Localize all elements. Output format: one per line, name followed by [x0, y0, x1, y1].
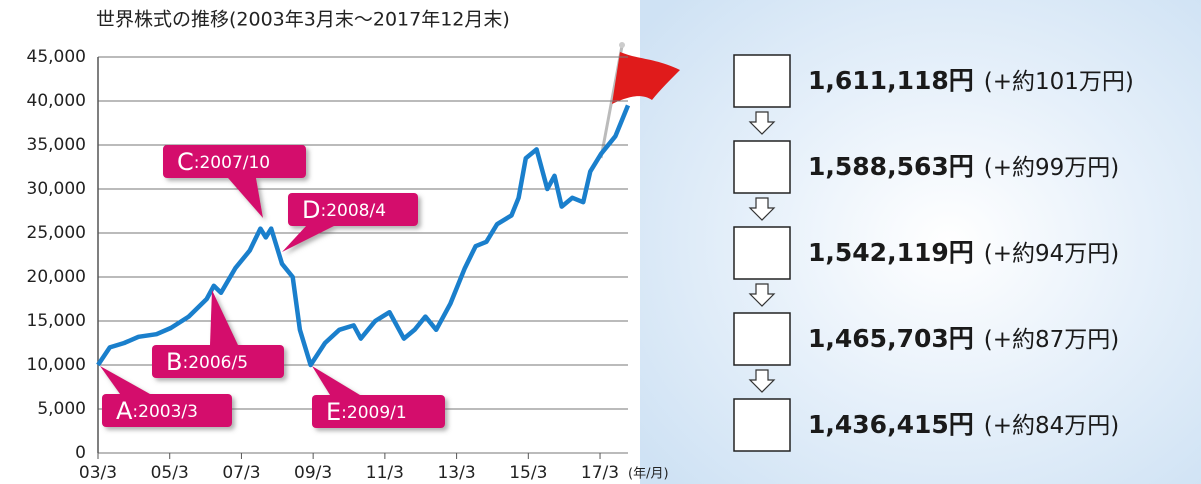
- callout-letter: E: [326, 398, 341, 426]
- callout-letter: A: [116, 397, 133, 425]
- callout-label: B:2006/5: [166, 348, 248, 376]
- result-amount: 1,436,415円: [808, 410, 974, 439]
- callout-label: A:2003/3: [116, 397, 198, 425]
- result-box: [733, 54, 791, 108]
- y-tick-label: 0: [75, 443, 86, 463]
- callout-label: C:2007/10: [177, 148, 270, 176]
- callout: [312, 366, 445, 428]
- result-box: [733, 312, 791, 366]
- result-note: (+約87万円): [984, 327, 1119, 353]
- x-tick-label: 13/3: [437, 463, 475, 483]
- callout-letter: B: [166, 348, 182, 376]
- y-tick-label: 15,000: [27, 311, 86, 331]
- result-box: [733, 226, 791, 280]
- callout: [152, 290, 284, 378]
- chart-title: 世界株式の推移(2003年3月末〜2017年12月末): [96, 9, 510, 31]
- result-text: 1,465,703円 (+約87万円): [808, 324, 1119, 353]
- x-tick-label: 17/3: [581, 463, 619, 483]
- y-tick-label: 35,000: [27, 135, 86, 155]
- result-note: (+約101万円): [984, 69, 1134, 95]
- callout-label: E:2009/1: [326, 398, 407, 426]
- callout-box: [102, 394, 232, 427]
- callout-box: [312, 395, 445, 428]
- callout: [282, 193, 418, 252]
- data-line: [96, 104, 631, 368]
- result-amount: 1,465,703円: [808, 324, 974, 353]
- callout-date: :2006/5: [182, 353, 248, 373]
- callout-box: [288, 193, 418, 226]
- flag: [599, 42, 680, 159]
- callout-box: [152, 345, 284, 378]
- callout-date: :2003/3: [132, 402, 198, 422]
- callout-pointer: [228, 178, 263, 218]
- x-tick-label: 09/3: [294, 463, 332, 483]
- y-tick-label: 5,000: [37, 399, 86, 419]
- y-tick-label: 10,000: [27, 355, 86, 375]
- callout: [100, 366, 232, 427]
- result-note: (+約99万円): [984, 155, 1119, 181]
- result-note: (+約84万円): [984, 413, 1119, 439]
- x-tick-label: 05/3: [151, 463, 189, 483]
- callout-date: :2008/4: [320, 201, 386, 221]
- callout-letter: D: [302, 196, 320, 224]
- down-arrow: [748, 283, 776, 307]
- y-tick-label: 25,000: [27, 223, 86, 243]
- x-tick-label: 11/3: [366, 463, 404, 483]
- result-amount: 1,542,119円: [808, 238, 974, 267]
- result-box: [733, 398, 791, 452]
- down-arrow: [748, 111, 776, 135]
- callout-date: :2007/10: [194, 153, 270, 173]
- callout-letter: C: [177, 148, 194, 176]
- callout-pointer: [100, 366, 150, 394]
- x-tick-label: 07/3: [222, 463, 260, 483]
- x-unit: (年/月): [628, 467, 669, 482]
- result-text: 1,436,415円 (+約84万円): [808, 410, 1119, 439]
- callout-pointer: [312, 366, 360, 395]
- result-text: 1,611,118円 (+約101万円): [808, 66, 1134, 95]
- y-tick-label: 40,000: [27, 91, 86, 111]
- result-note: (+約94万円): [984, 241, 1119, 267]
- result-box: [733, 140, 791, 194]
- y-tick-label: 30,000: [27, 179, 86, 199]
- callout-box: [163, 145, 306, 178]
- y-tick-label: 20,000: [27, 267, 86, 287]
- callout: [163, 145, 306, 218]
- callout-date: :2009/1: [341, 403, 407, 423]
- callout-pointer: [210, 290, 238, 345]
- result-amount: 1,611,118円: [808, 66, 974, 95]
- result-amount: 1,588,563円: [808, 152, 974, 181]
- result-text: 1,588,563円 (+約99万円): [808, 152, 1119, 181]
- result-text: 1,542,119円 (+約94万円): [808, 238, 1119, 267]
- x-tick-label: 03/3: [79, 463, 117, 483]
- y-tick-label: 45,000: [27, 47, 86, 67]
- x-tick-label: 15/3: [509, 463, 547, 483]
- callout-label: D:2008/4: [302, 196, 386, 224]
- down-arrow: [748, 197, 776, 221]
- down-arrow: [748, 369, 776, 393]
- callout-pointer: [282, 226, 334, 252]
